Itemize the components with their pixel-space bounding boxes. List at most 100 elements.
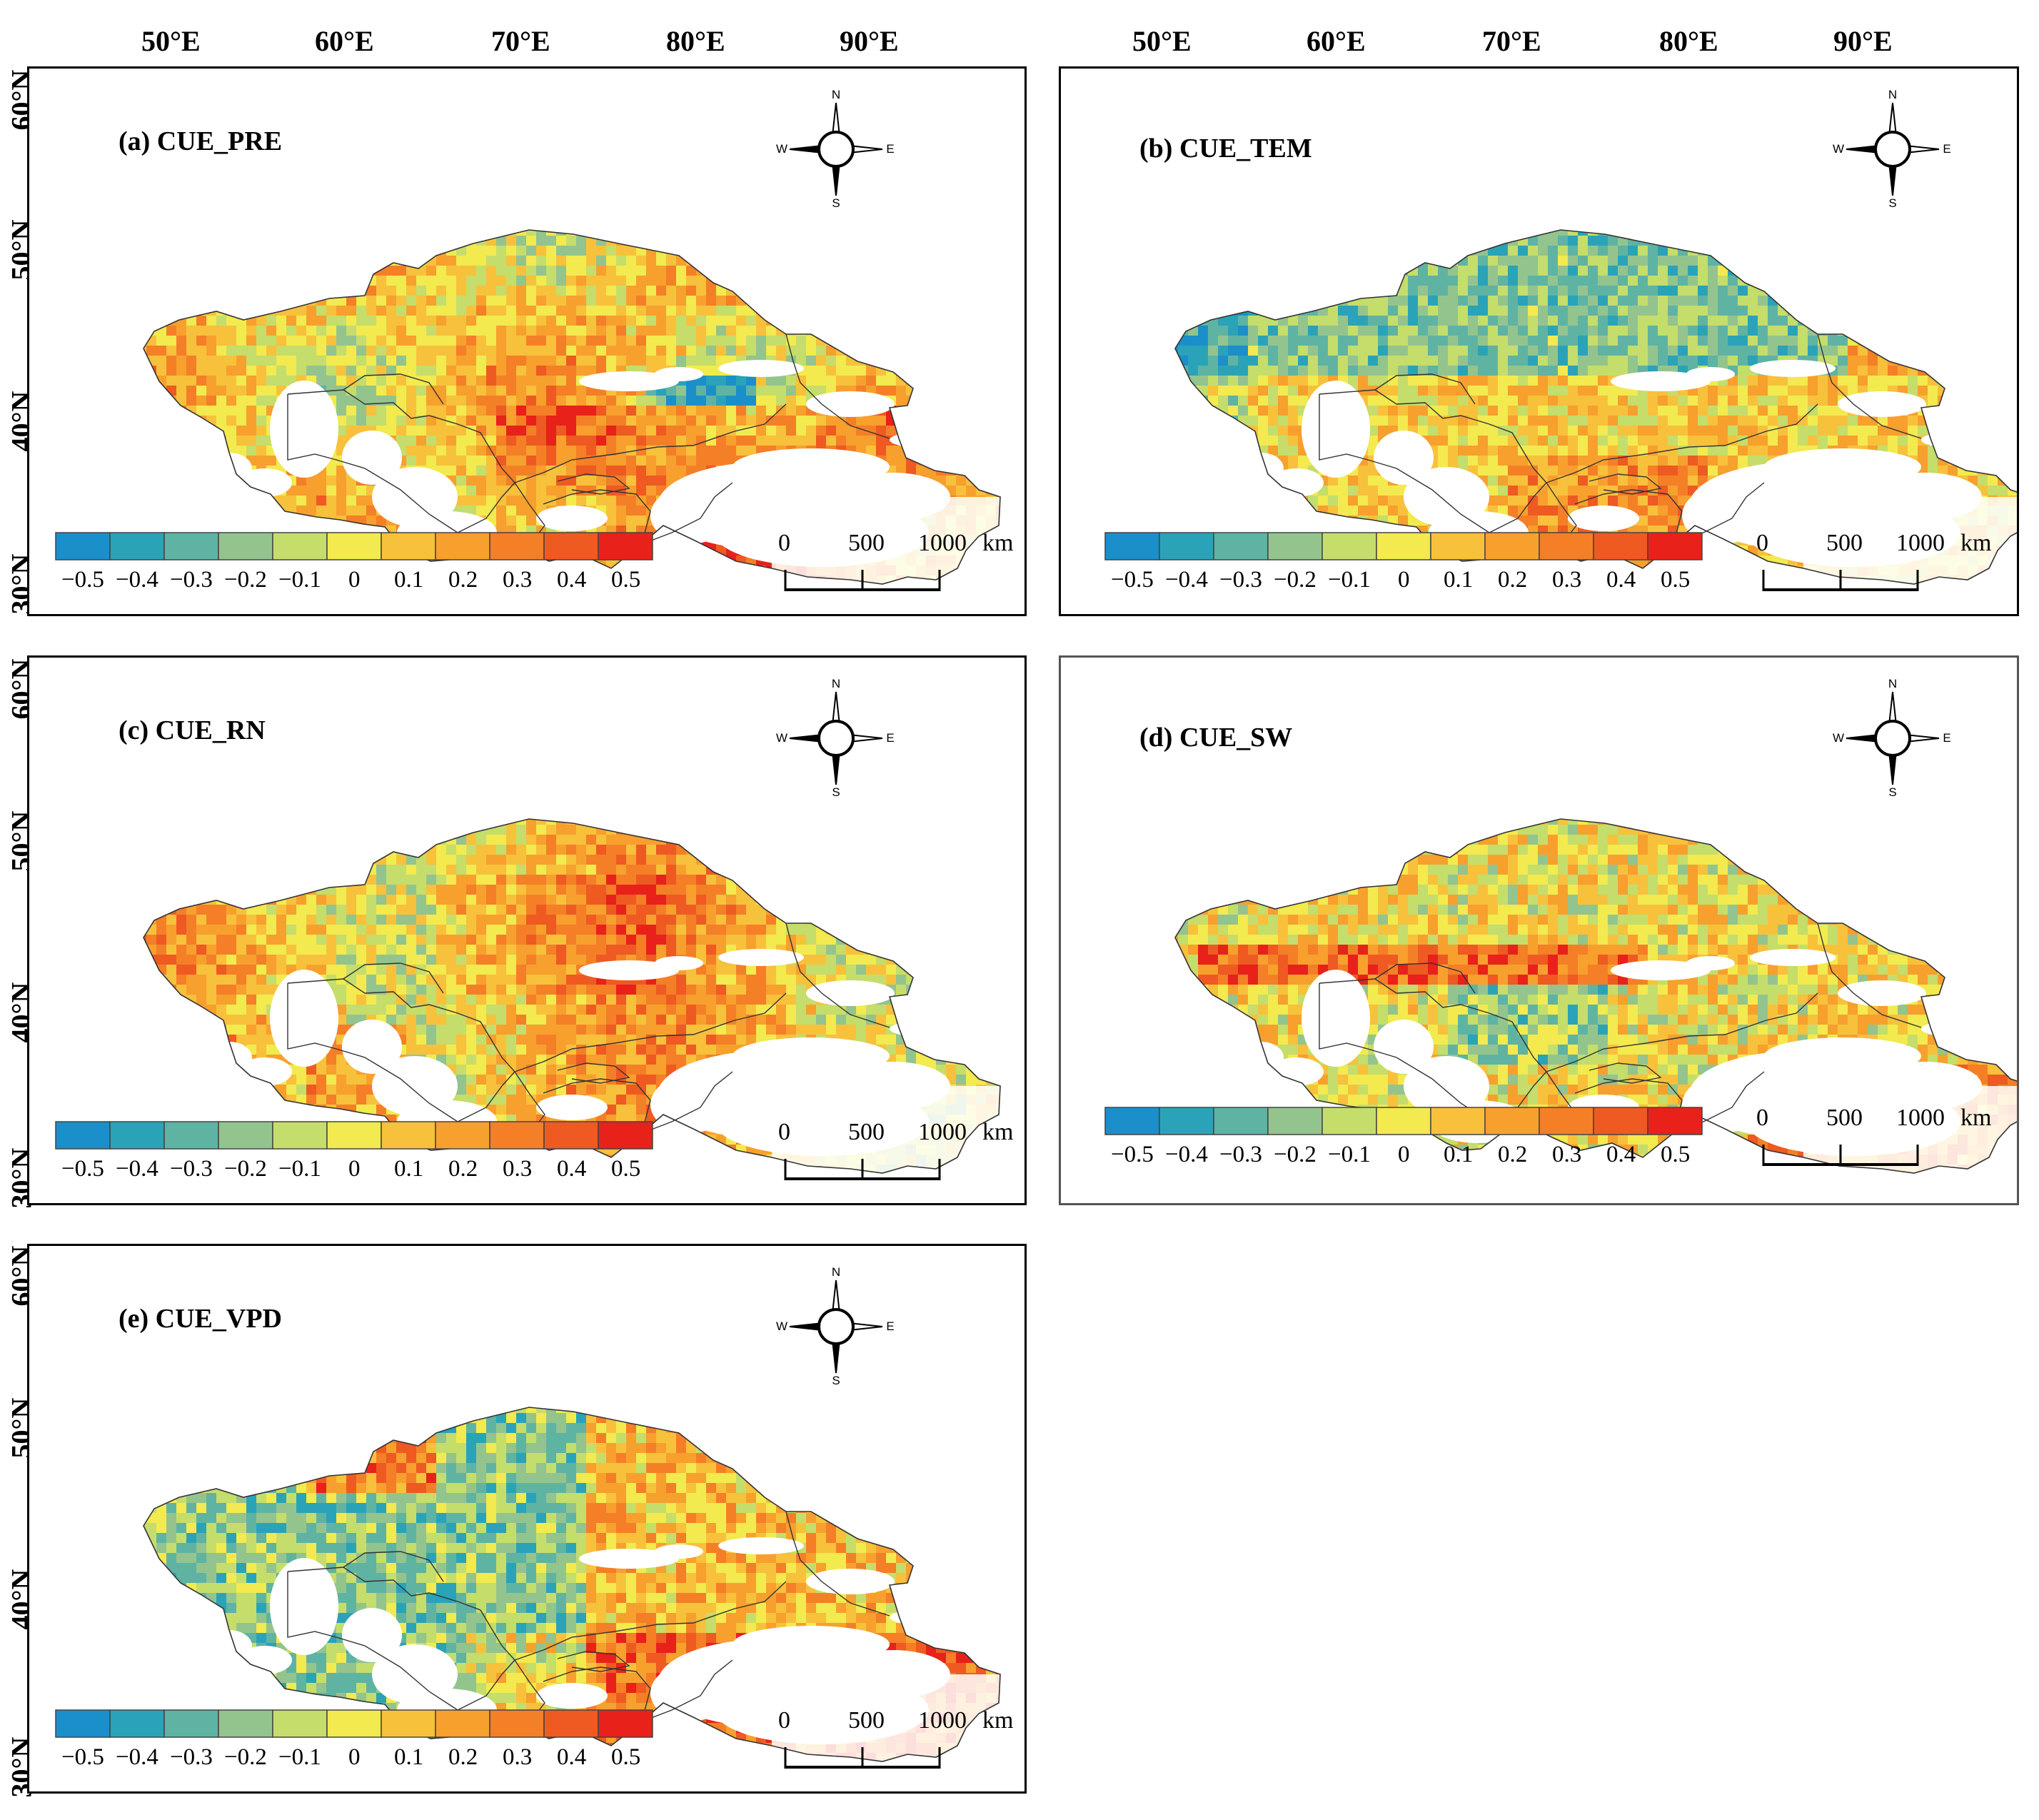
compass-n-label: N [1888,89,1897,101]
colorbar-label: 0.5 [1661,1142,1691,1167]
panel-title: (b) CUE_TEM [1139,134,1312,164]
colorbar-label: 0.5 [611,1744,641,1770]
country-border [287,1572,458,1711]
colorbar-label: −0.2 [224,1744,267,1770]
colorbar-swatch [1104,532,1160,560]
region-outline [143,229,1001,585]
country-border [287,1567,545,1724]
colorbar-label: 0.4 [557,1744,587,1770]
colorbar [1104,1107,1703,1135]
compass-rose-icon: N S W E [776,1265,895,1387]
colorbar-swatch [543,532,599,560]
compass-e-label: E [1943,142,1950,156]
panel-title: (c) CUE_RN [119,715,266,745]
scalebar-unit: km [982,530,1014,556]
lon-tick-label: 90°E [1833,25,1893,57]
country-border [1817,922,1922,1028]
lon-tick-label: 70°E [491,25,550,57]
colorbar-swatch [55,532,111,560]
scalebar [784,1747,941,1769]
lon-tick-label: 70°E [1482,25,1541,57]
lon-tick-label: 80°E [1659,25,1718,57]
colorbar-label: 0.4 [557,1156,587,1182]
colorbar-swatch [55,1121,111,1150]
colorbar-label: 0.2 [448,1156,478,1182]
scalebar-label: 0 [778,530,790,556]
region-outline [1174,229,2017,585]
colorbar-label: 0.3 [1552,1142,1582,1167]
country-border [1574,1078,1683,1134]
colorbar-swatch [163,1709,219,1738]
compass-e-label: E [886,731,894,745]
country-border [1374,373,1476,405]
colorbar-label: −0.5 [1111,1142,1154,1167]
map-canvas [143,818,1001,1174]
map-panel-d: (d) CUE_SW N S W E −0.5 −0.4 −0.3 −0.2 −0.1 0 0.1 0.… [1059,655,2019,1205]
map-panel-a: (a) CUE_PRE N S W E −0.5 −0.4 −0.3 −0.2 −0.1 0 0.1 0… [27,66,1027,616]
scalebar-label: 500 [848,530,885,556]
lon-tick-label: 60°E [1307,25,1366,57]
colorbar-swatch [1376,532,1431,560]
colorbar [55,1709,653,1738]
compass-s-label: S [832,785,840,799]
map-panel-e: (e) CUE_VPD N S W E −0.5 −0.4 −0.3 −0.2 −0.1 0 0.1 0… [27,1244,1027,1794]
country-border [1489,482,1547,533]
country-border [287,983,458,1122]
north-arrow-compass: N S W E [1832,677,1953,799]
country-border [1319,389,1577,546]
colorbar-swatch [489,1121,545,1150]
lon-tick-label: 80°E [666,25,725,57]
colorbar-label: 0 [348,1744,361,1770]
compass-s-label: S [832,1374,840,1387]
colorbar-swatch [218,1709,273,1738]
colorbar-swatch [55,1709,111,1738]
country-border [543,1078,651,1134]
colorbar-swatch [381,532,436,560]
country-border [557,1651,630,1672]
country-border [287,394,458,533]
colorbar-label: 0.4 [1606,567,1636,593]
colorbar-swatch [435,1121,490,1150]
colorbar-swatch [1321,1107,1377,1135]
colorbar-swatch [1213,532,1269,560]
colorbar-swatch [1593,532,1648,560]
compass-w-label: W [776,1319,787,1333]
country-border [785,922,890,1028]
colorbar-swatch [1484,1107,1540,1135]
colorbar-swatch [598,532,653,560]
colorbar-label: −0.1 [278,567,321,593]
country-border [641,1071,733,1134]
colorbar [55,1121,653,1150]
compass-rose-icon: N S W E [1833,677,1951,799]
map-panel-b: (b) CUE_TEM N S W E −0.5 −0.4 −0.3 −0.2 −0.1 0 0.1 0… [1059,66,2019,616]
colorbar-label: 0 [1398,1142,1410,1167]
colorbar [55,532,653,560]
country-border [343,373,444,405]
colorbar-label: −0.4 [116,1744,158,1770]
colorbar-swatch [435,532,490,560]
colorbar-label: 0.2 [448,567,478,593]
region-outline [143,1407,1001,1762]
colorbar-label: −0.4 [1165,1142,1208,1167]
country-border [543,1666,651,1722]
scalebar-label: 0 [778,1119,790,1145]
scalebar-unit: km [982,1119,1014,1145]
country-border [1817,333,1922,439]
country-border [1374,962,1476,994]
colorbar-swatch [1484,532,1540,560]
colorbar-swatch [489,1709,545,1738]
colorbar-label: −0.5 [61,1156,104,1182]
colorbar-label: 0.5 [1661,567,1691,593]
colorbar-label: 0 [348,567,361,593]
compass-s-label: S [832,196,840,210]
country-border [785,1511,890,1617]
country-border [457,1659,515,1711]
compass-w-label: W [776,731,787,745]
colorbar-swatch [1267,1107,1323,1135]
scalebar [784,1159,941,1180]
compass-rose-icon: N S W E [776,677,895,799]
colorbar-swatch [1213,1107,1269,1135]
colorbar-swatch [272,1121,328,1150]
colorbar-swatch [1539,532,1594,560]
scalebar-label: 1000 [918,1707,967,1734]
